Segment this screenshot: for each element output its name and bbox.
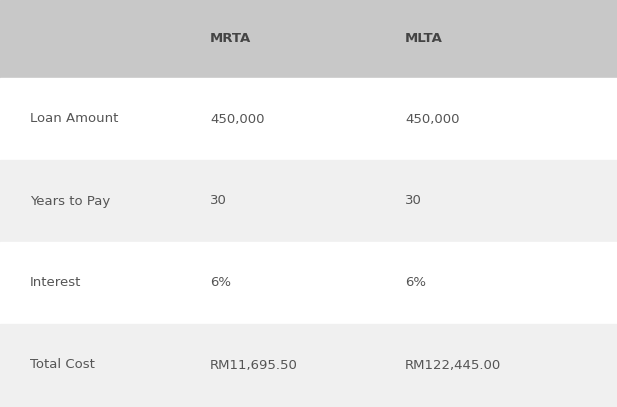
Text: 6%: 6% [405, 276, 426, 289]
Text: Loan Amount: Loan Amount [30, 112, 118, 125]
Text: 30: 30 [405, 195, 422, 208]
Text: 450,000: 450,000 [405, 112, 460, 125]
Text: MRTA: MRTA [210, 33, 251, 46]
Text: RM122,445.00: RM122,445.00 [405, 359, 501, 372]
Text: Total Cost: Total Cost [30, 359, 95, 372]
Bar [0, 324, 617, 406]
Bar [0, 242, 617, 324]
Bar [0, 0, 617, 78]
Text: 30: 30 [210, 195, 227, 208]
Bar [0, 160, 617, 242]
Text: 450,000: 450,000 [210, 112, 265, 125]
Text: 6%: 6% [210, 276, 231, 289]
Text: Years to Pay: Years to Pay [30, 195, 110, 208]
Text: Interest: Interest [30, 276, 81, 289]
Text: MLTA: MLTA [405, 33, 443, 46]
Bar [0, 78, 617, 160]
Text: RM11,695.50: RM11,695.50 [210, 359, 298, 372]
